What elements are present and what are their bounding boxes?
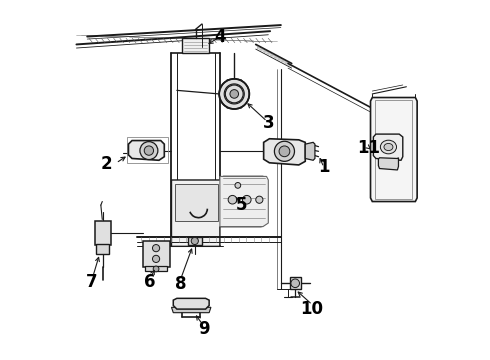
Circle shape bbox=[230, 90, 239, 98]
Text: 1: 1 bbox=[318, 158, 330, 176]
Circle shape bbox=[144, 146, 153, 155]
Circle shape bbox=[274, 141, 294, 161]
Circle shape bbox=[235, 183, 241, 188]
Polygon shape bbox=[96, 244, 109, 253]
Text: 4: 4 bbox=[214, 28, 226, 46]
Text: 8: 8 bbox=[175, 275, 186, 293]
Text: 2: 2 bbox=[101, 155, 113, 173]
Polygon shape bbox=[305, 142, 315, 160]
Ellipse shape bbox=[384, 143, 393, 150]
Polygon shape bbox=[220, 176, 269, 226]
Polygon shape bbox=[370, 98, 417, 202]
Text: 6: 6 bbox=[144, 273, 156, 291]
Text: 5: 5 bbox=[236, 196, 247, 214]
Circle shape bbox=[256, 196, 263, 203]
Circle shape bbox=[279, 146, 290, 157]
Circle shape bbox=[140, 141, 158, 159]
Circle shape bbox=[191, 237, 198, 244]
Polygon shape bbox=[172, 307, 211, 313]
Polygon shape bbox=[143, 241, 170, 267]
Polygon shape bbox=[172, 176, 267, 246]
Polygon shape bbox=[223, 80, 245, 108]
Polygon shape bbox=[175, 184, 218, 221]
Text: 7: 7 bbox=[86, 273, 98, 291]
Circle shape bbox=[225, 85, 243, 103]
Polygon shape bbox=[264, 139, 305, 165]
Circle shape bbox=[291, 279, 299, 288]
Polygon shape bbox=[146, 266, 167, 271]
Circle shape bbox=[229, 89, 240, 99]
Circle shape bbox=[152, 244, 160, 252]
Text: 9: 9 bbox=[198, 320, 210, 338]
Ellipse shape bbox=[380, 140, 396, 154]
Circle shape bbox=[152, 255, 160, 262]
Polygon shape bbox=[173, 298, 209, 309]
Text: 3: 3 bbox=[263, 114, 274, 132]
Circle shape bbox=[224, 84, 245, 104]
Text: 11: 11 bbox=[357, 139, 380, 157]
Polygon shape bbox=[290, 277, 300, 289]
Text: 10: 10 bbox=[300, 300, 323, 318]
Polygon shape bbox=[373, 134, 403, 160]
Polygon shape bbox=[128, 140, 164, 160]
Polygon shape bbox=[188, 237, 202, 245]
Polygon shape bbox=[378, 158, 398, 170]
Polygon shape bbox=[182, 39, 209, 53]
Circle shape bbox=[153, 266, 159, 272]
Circle shape bbox=[228, 195, 237, 204]
Circle shape bbox=[219, 79, 249, 109]
Polygon shape bbox=[95, 221, 111, 244]
Circle shape bbox=[243, 195, 251, 204]
